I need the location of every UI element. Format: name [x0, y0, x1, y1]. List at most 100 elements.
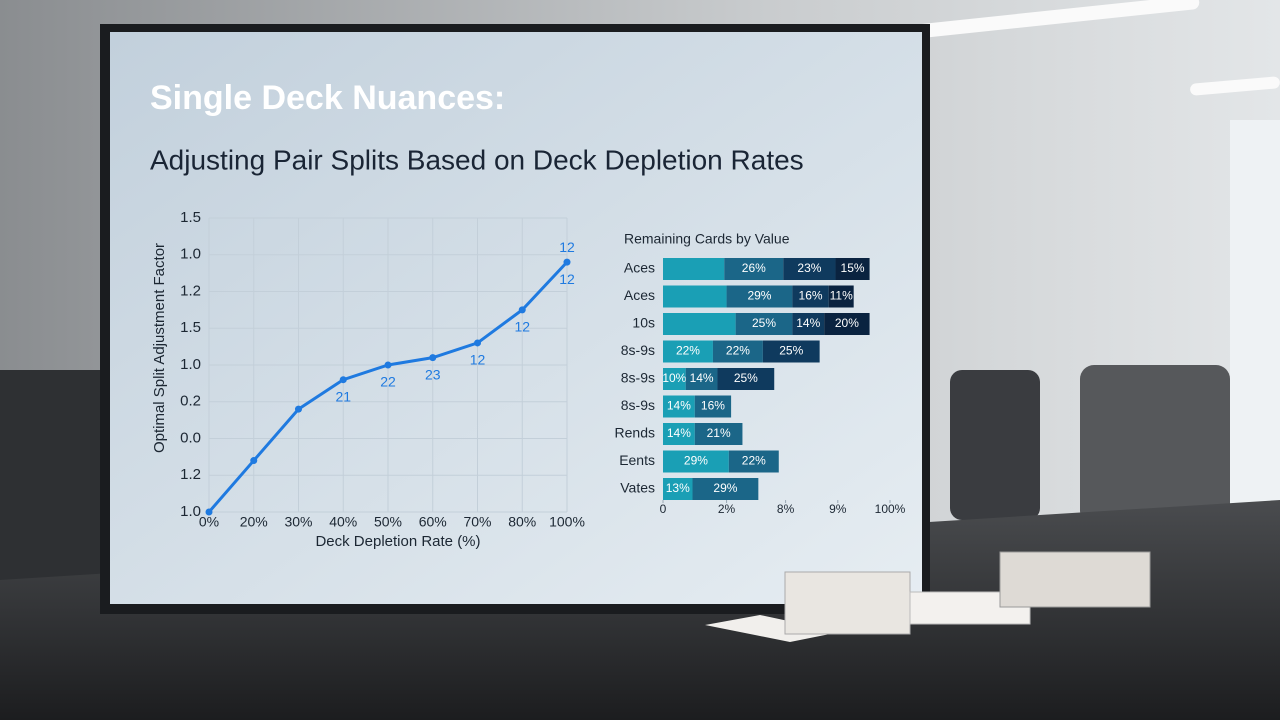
data-label: 25% — [779, 344, 803, 358]
bar-segment — [663, 423, 695, 445]
data-label: 29% — [713, 481, 737, 495]
y-tick-label: 1.5 — [180, 209, 201, 226]
bar-chart-title: Remaining Cards by Value — [624, 231, 790, 247]
x-tick-label: 100% — [875, 502, 906, 516]
bar-segment — [792, 313, 825, 335]
bar-segment — [712, 340, 763, 363]
data-label: 14% — [796, 316, 820, 330]
data-label: 23% — [797, 261, 821, 275]
bar-segment — [663, 285, 727, 308]
data-label: 12 — [559, 271, 575, 287]
data-label: 16% — [799, 289, 823, 303]
bar-segment — [735, 313, 793, 335]
x-tick-label: 100% — [549, 514, 585, 530]
data-label: 26% — [742, 261, 766, 275]
data-label: 10% — [662, 371, 686, 385]
bar-segment — [717, 368, 775, 390]
bar-segment — [663, 340, 713, 363]
annotation: 12 — [559, 239, 575, 255]
bar-segment — [663, 450, 729, 473]
data-label: 22% — [726, 344, 750, 358]
data-label: 25% — [752, 316, 776, 330]
bar-segment — [663, 368, 686, 390]
data-point — [429, 354, 437, 362]
data-label: 14% — [667, 426, 691, 440]
data-label: 20% — [835, 316, 859, 330]
data-label: 21 — [335, 388, 351, 404]
chair — [1080, 365, 1230, 525]
bar-segment — [694, 423, 743, 445]
category-label: 8s-9s — [621, 397, 655, 413]
title: Single Deck Nuances: — [150, 79, 505, 117]
y-tick-label: 1.2 — [180, 466, 201, 483]
x-tick-label: 80% — [508, 514, 536, 530]
y-tick-label: 1.2 — [180, 282, 201, 299]
data-label: 15% — [841, 261, 865, 275]
card-deck — [999, 551, 1151, 608]
data-label: 25% — [734, 371, 758, 385]
x-tick-label: 0 — [660, 502, 667, 516]
ceiling-light — [1190, 76, 1280, 96]
x-tick-label: 2% — [718, 502, 736, 516]
data-label: 13% — [666, 481, 690, 495]
category-label: Vates — [620, 480, 655, 496]
category-label: Eents — [619, 452, 655, 468]
x-tick-label: 40% — [329, 514, 357, 530]
chair — [950, 370, 1040, 520]
category-label: 8s-9s — [621, 370, 655, 386]
x-axis-label: Deck Depletion Rate (%) — [315, 533, 480, 550]
bar-segment — [692, 478, 759, 500]
card-deck — [784, 571, 911, 635]
data-label: 22% — [742, 454, 766, 468]
y-tick-label: 1.0 — [180, 503, 201, 520]
data-label: 22% — [676, 344, 700, 358]
data-label: 29% — [684, 454, 708, 468]
x-tick-label: 9% — [829, 502, 847, 516]
bar-segment — [663, 478, 693, 500]
bar-segment — [835, 258, 870, 280]
chair — [0, 370, 110, 580]
data-point — [295, 405, 302, 413]
data-label: 23 — [425, 366, 441, 382]
ceiling-light — [910, 0, 1200, 39]
category-label: 8s-9s — [621, 342, 655, 358]
x-tick-label: 30% — [284, 514, 312, 530]
category-label: Rends — [615, 425, 655, 441]
data-point — [250, 457, 258, 465]
data-label: 16% — [701, 399, 725, 413]
category-label: Aces — [624, 287, 655, 303]
data-label: 29% — [747, 289, 771, 303]
bar-segment — [663, 258, 725, 280]
y-tick-label: 0.0 — [180, 429, 201, 446]
bar-segment — [762, 340, 820, 363]
data-point — [563, 258, 571, 266]
data-point — [339, 376, 347, 384]
data-label: 12 — [470, 352, 486, 368]
y-tick-label: 1.0 — [180, 246, 201, 263]
bar-segment — [685, 368, 718, 390]
x-tick-label: 60% — [419, 514, 447, 530]
y-tick-label: 1.0 — [180, 356, 201, 373]
bar-segment — [728, 450, 779, 473]
y-tick-label: 0.2 — [180, 393, 201, 410]
data-label: 14% — [690, 371, 714, 385]
subtitle: Adjusting Pair Splits Based on Deck Depl… — [150, 144, 804, 175]
x-tick-label: 0% — [199, 514, 219, 530]
x-tick-label: 70% — [463, 514, 491, 530]
data-point — [518, 306, 526, 314]
card — [705, 615, 840, 642]
data-label: 14% — [667, 399, 691, 413]
bar-segment — [724, 258, 784, 280]
x-tick-label: 20% — [240, 514, 268, 530]
data-point — [474, 339, 481, 347]
data-label: 22 — [380, 374, 396, 390]
bar-segment — [792, 285, 829, 308]
bar-segment — [663, 395, 695, 418]
category-label: Aces — [624, 260, 655, 276]
y-axis-label: Optimal Split Adjustment Factor — [151, 243, 168, 453]
data-point — [384, 361, 392, 369]
bar-segment — [828, 285, 854, 308]
x-tick-label: 50% — [374, 514, 402, 530]
bar-segment — [726, 285, 793, 308]
